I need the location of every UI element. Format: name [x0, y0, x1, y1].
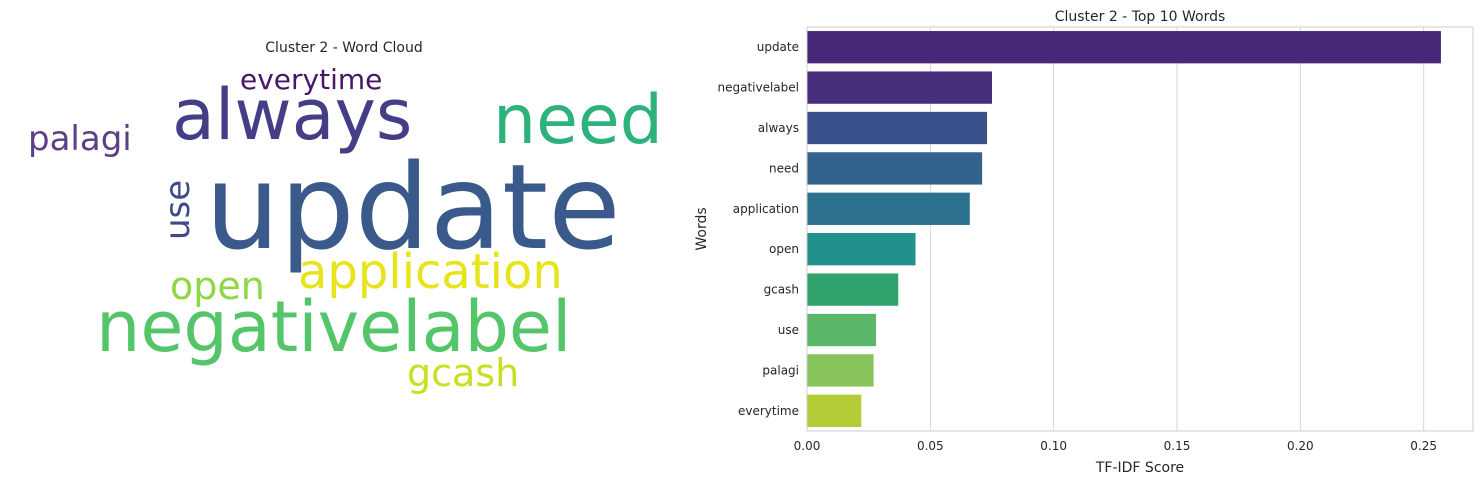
x-tick-label-2: 0.10 [1040, 439, 1067, 453]
cloud-word-everytime: everytime [240, 63, 383, 96]
x-tick-label-1: 0.05 [917, 439, 944, 453]
bar-chart-title: Cluster 2 - Top 10 Words [1055, 9, 1226, 25]
bar-everytime [807, 394, 862, 427]
y-tick-label-application: application [733, 202, 799, 216]
bar-application [807, 192, 970, 225]
bar-use [807, 313, 877, 347]
cloud-word-palagi: palagi [28, 119, 132, 159]
y-tick-label-always: always [758, 121, 799, 135]
cloud-word-use: use [158, 179, 198, 240]
bar-chart: update negativelabel always need application… [694, 9, 1474, 476]
bar-open [807, 233, 916, 266]
wordcloud-title: Cluster 2 - Word Cloud [265, 40, 423, 56]
cloud-word-negativelabel: negativelabel [96, 286, 572, 368]
word-cloud: update negativelabel always need applica… [22, 60, 666, 400]
cloud-word-application: application [298, 244, 563, 300]
cloud-word-update: update [205, 138, 621, 276]
plot-frame [806, 26, 1474, 432]
cloud-word-need: need [493, 81, 663, 160]
wordcloud-panel: Cluster 2 - Word Cloud update negativela… [0, 0, 700, 484]
x-tick-label-4: 0.20 [1287, 439, 1314, 453]
cloud-word-always: always [172, 74, 413, 156]
y-tick-label-everytime: everytime [738, 404, 799, 418]
x-tick-label-0: 0.00 [794, 439, 821, 453]
bar-always [807, 111, 988, 145]
y-tick-label-negativelabel: negativelabel [717, 81, 799, 95]
x-tick-label-3: 0.15 [1164, 439, 1191, 453]
bar-gcash [807, 273, 899, 306]
cloud-word-gcash: gcash [407, 351, 520, 395]
x-axis-label: TF-IDF Score [1095, 460, 1184, 476]
cloud-word-open: open [170, 264, 265, 308]
y-tick-label-open: open [769, 242, 799, 256]
y-tick-label-palagi: palagi [762, 363, 799, 377]
y-tick-label-need: need [769, 161, 799, 175]
bar-palagi [807, 354, 874, 387]
bar-update [807, 31, 1441, 64]
y-tick-label-gcash: gcash [764, 283, 799, 297]
y-tick-label-use: use [778, 323, 799, 337]
bar-need [807, 152, 983, 185]
y-axis-label: Words [694, 207, 710, 250]
x-tick-label-5: 0.25 [1410, 439, 1437, 453]
y-tick-label-update: update [757, 40, 799, 54]
bar-negativelabel [807, 71, 992, 104]
